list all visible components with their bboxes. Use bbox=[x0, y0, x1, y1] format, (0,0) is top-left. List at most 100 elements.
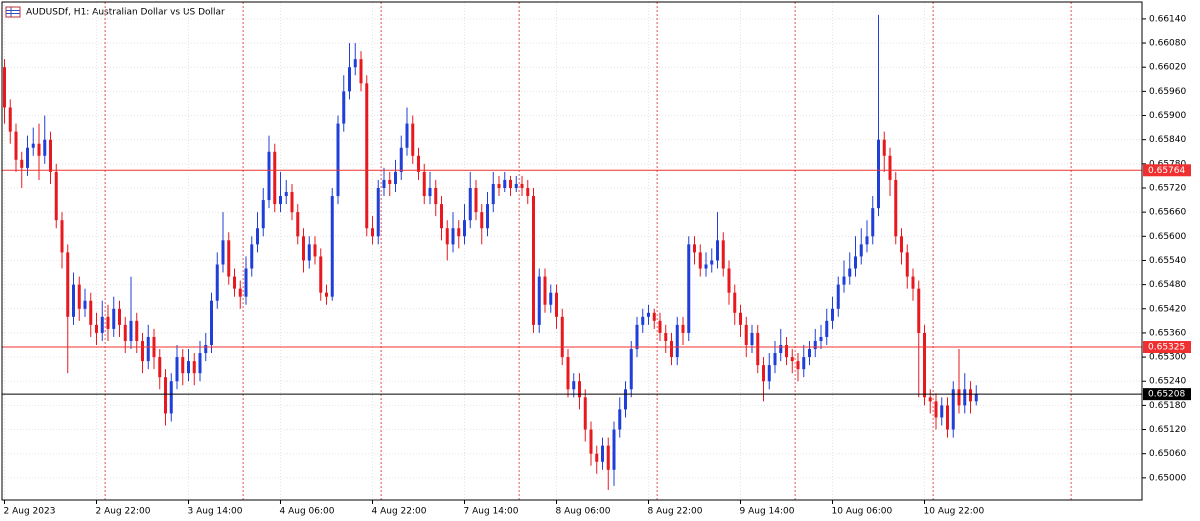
candle-body bbox=[319, 256, 323, 293]
candle-body bbox=[583, 397, 587, 430]
candle-body bbox=[629, 349, 633, 390]
candle-body bbox=[532, 196, 535, 325]
candle-body bbox=[89, 300, 93, 325]
candle-body bbox=[796, 361, 800, 370]
candle-body bbox=[330, 196, 334, 297]
candle-body bbox=[658, 320, 662, 333]
candle-body bbox=[279, 196, 282, 205]
candle-body bbox=[480, 212, 484, 229]
candle-body bbox=[54, 171, 58, 221]
x-tick-label: 3 Aug 14:00 bbox=[188, 507, 243, 517]
y-tick-label: 0.65360 bbox=[1149, 328, 1186, 338]
candle-body bbox=[635, 324, 639, 350]
candle-body bbox=[721, 240, 725, 269]
candle-body bbox=[181, 357, 185, 374]
candle-body bbox=[618, 409, 622, 430]
candle-body bbox=[664, 332, 668, 341]
candle-body bbox=[744, 324, 748, 346]
y-tick-label: 0.65420 bbox=[1149, 304, 1186, 314]
candle-body bbox=[917, 288, 921, 333]
candle-body bbox=[825, 320, 829, 337]
candle-body bbox=[900, 236, 903, 253]
level-tag bbox=[1143, 388, 1191, 401]
candle-body bbox=[560, 316, 564, 358]
candle-body bbox=[20, 159, 24, 168]
candle-body bbox=[687, 244, 691, 333]
y-tick-label: 0.65480 bbox=[1149, 280, 1186, 290]
x-tick-label: 9 Aug 14:00 bbox=[740, 507, 795, 517]
candle-body bbox=[595, 453, 599, 462]
candle-body bbox=[572, 381, 576, 390]
candle-body bbox=[549, 292, 553, 305]
candle-body bbox=[566, 357, 570, 390]
y-tick-label: 0.65660 bbox=[1149, 208, 1186, 218]
candle-body bbox=[624, 389, 627, 410]
candle-body bbox=[106, 316, 110, 329]
candle-body bbox=[589, 429, 593, 454]
candle-body bbox=[831, 308, 834, 321]
y-tick-label: 0.65300 bbox=[1149, 353, 1186, 363]
candle-body bbox=[371, 228, 374, 237]
candle-body bbox=[411, 123, 415, 156]
candle-body bbox=[733, 292, 737, 313]
candle-body bbox=[940, 405, 944, 418]
candle-body bbox=[169, 381, 173, 414]
candle-body bbox=[158, 357, 162, 378]
candle-body bbox=[250, 244, 254, 269]
candle-body bbox=[865, 236, 869, 245]
candle-body bbox=[727, 268, 731, 293]
candle-body bbox=[819, 336, 823, 341]
level-label: 0.65325 bbox=[1148, 343, 1185, 353]
candle-body bbox=[520, 183, 524, 188]
candle-body bbox=[756, 332, 760, 366]
candle-body bbox=[606, 445, 610, 470]
candle-body bbox=[848, 268, 852, 277]
candle-body bbox=[641, 316, 645, 325]
candle-body bbox=[578, 381, 581, 398]
candle-body bbox=[112, 308, 116, 329]
candle-body bbox=[284, 192, 288, 197]
candle-body bbox=[871, 208, 875, 237]
candle-body bbox=[296, 212, 300, 237]
candle-body bbox=[164, 377, 167, 414]
candle-body bbox=[779, 345, 783, 354]
candle-body bbox=[486, 204, 489, 229]
candle-body bbox=[100, 316, 104, 333]
candle-body bbox=[647, 312, 650, 317]
candle-body bbox=[537, 276, 541, 325]
candle-body bbox=[802, 357, 806, 370]
x-tick-label: 4 Aug 22:00 bbox=[372, 507, 427, 517]
y-tick-label: 0.65180 bbox=[1149, 401, 1186, 411]
candle-body bbox=[187, 361, 190, 374]
candle-body bbox=[762, 365, 765, 382]
candle-body bbox=[842, 276, 846, 285]
candle-body bbox=[440, 204, 443, 229]
candle-body bbox=[543, 276, 547, 305]
x-tick-label: 2 Aug 22:00 bbox=[96, 507, 151, 517]
candle-body bbox=[859, 244, 863, 257]
candle-body bbox=[376, 187, 380, 237]
candle-body bbox=[14, 131, 18, 160]
candle-body bbox=[675, 324, 679, 358]
symbol-icon bbox=[5, 6, 21, 18]
candle-body bbox=[969, 389, 972, 402]
candle-body bbox=[946, 405, 949, 430]
y-tick-label: 0.65900 bbox=[1149, 111, 1186, 121]
candle-body bbox=[491, 183, 495, 205]
candle-body bbox=[445, 228, 449, 245]
candle-body bbox=[8, 107, 12, 132]
candle-body bbox=[526, 187, 530, 197]
candle-body bbox=[612, 429, 616, 470]
candle-body bbox=[60, 220, 64, 253]
level-tag bbox=[1143, 341, 1191, 354]
x-tick-label: 8 Aug 06:00 bbox=[556, 507, 611, 517]
x-tick-label: 7 Aug 14:00 bbox=[464, 507, 519, 517]
candle-body bbox=[118, 308, 121, 325]
candle-body bbox=[405, 123, 409, 148]
y-tick-label: 0.65600 bbox=[1149, 232, 1186, 242]
candle-body bbox=[716, 240, 719, 261]
candle-body bbox=[313, 244, 317, 257]
candle-body bbox=[417, 155, 420, 172]
candle-body bbox=[905, 252, 909, 277]
candle-body bbox=[388, 179, 392, 184]
